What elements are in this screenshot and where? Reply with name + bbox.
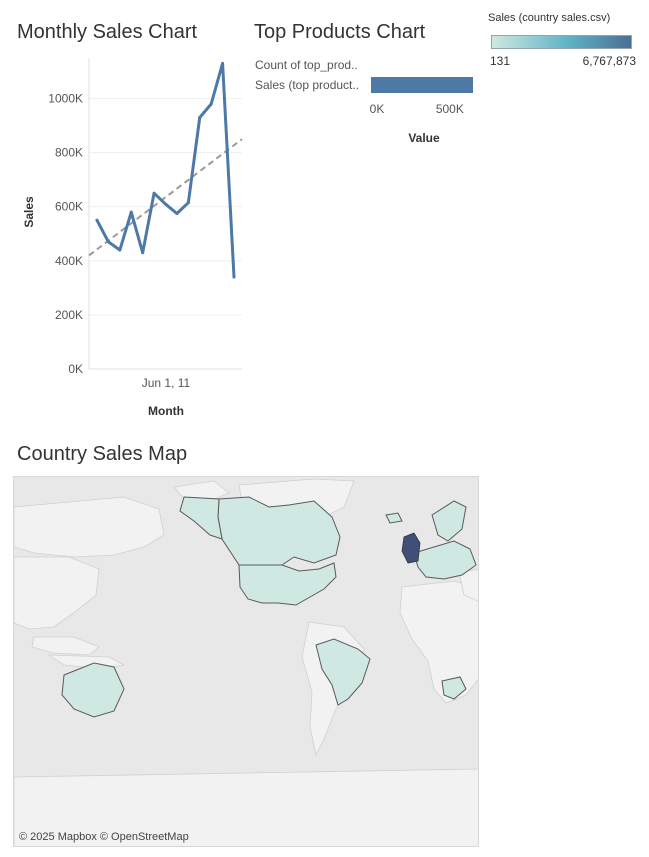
- y-tick-label: 400K: [55, 254, 83, 268]
- legend-gradient-bar: [491, 35, 632, 49]
- monthly-sales-title: Monthly Sales Chart: [17, 21, 198, 43]
- countries-with-sales[interactable]: [61, 496, 477, 718]
- sales-point[interactable]: [95, 218, 99, 222]
- sales-point[interactable]: [106, 240, 110, 244]
- y-tick-label: 600K: [55, 200, 83, 214]
- canada-shape[interactable]: [217, 496, 341, 566]
- europe-shape[interactable]: [413, 540, 477, 580]
- x-axis-label: Value: [408, 131, 440, 145]
- united-kingdom-shape[interactable]: [401, 532, 421, 564]
- sales-point[interactable]: [198, 115, 202, 119]
- y-tick-label: 1000K: [48, 92, 83, 106]
- scandinavia-shape[interactable]: [431, 500, 467, 542]
- bars[interactable]: [371, 77, 473, 93]
- sales-point[interactable]: [129, 210, 133, 214]
- legend-min-label: 131: [490, 54, 511, 68]
- australia-shape[interactable]: [61, 662, 125, 718]
- sales-point[interactable]: [186, 201, 190, 205]
- southeast-asia-islands: [31, 636, 100, 656]
- legend-max-label: 6,767,873: [582, 54, 636, 68]
- country-sales-map[interactable]: © 2025 Mapbox © OpenStreetMap: [13, 476, 479, 847]
- middle-east-region: [458, 568, 478, 602]
- trend-line[interactable]: [88, 138, 243, 257]
- y-tick-label: 800K: [55, 146, 83, 160]
- usa-shape[interactable]: [238, 562, 337, 606]
- sales-point[interactable]: [221, 61, 225, 65]
- east-asia-region: [14, 556, 100, 630]
- legend-title: Sales (country sales.csv): [488, 12, 611, 24]
- alaska-shape[interactable]: [179, 496, 223, 540]
- top-products-title: Top Products Chart: [254, 21, 426, 43]
- map-attribution: © 2025 Mapbox © OpenStreetMap: [19, 831, 189, 843]
- y-axis-ticks: 0K 200K 400K 600K 800K 1000K: [48, 92, 83, 376]
- bar-category-label: Count of top_prod..: [255, 58, 358, 72]
- sales-point[interactable]: [209, 102, 213, 106]
- brazil-shape[interactable]: [315, 638, 371, 706]
- x-axis-ticks: 0K 500K: [370, 102, 464, 116]
- gridlines: [89, 98, 242, 370]
- sales-series-line[interactable]: [95, 61, 236, 279]
- arctic-islands: [173, 480, 230, 502]
- sales-point[interactable]: [118, 248, 122, 252]
- north-asia-region: [14, 496, 165, 558]
- x-axis-label: Month: [148, 404, 184, 418]
- sales-point[interactable]: [152, 191, 156, 195]
- y-axis-label: Sales: [22, 196, 36, 228]
- color-legend[interactable]: Sales (country sales.csv) 131 6,767,873: [488, 12, 638, 72]
- bar[interactable]: [371, 77, 473, 93]
- sales-point[interactable]: [164, 202, 167, 206]
- iceland-shape[interactable]: [385, 512, 403, 524]
- antarctica-region: [14, 768, 478, 846]
- sales-point[interactable]: [175, 212, 179, 215]
- south-africa-shape[interactable]: [441, 676, 467, 700]
- sales-point[interactable]: [232, 275, 236, 279]
- x-tick-label: 500K: [436, 102, 464, 116]
- x-tick-label: 0K: [370, 102, 385, 116]
- x-tick-label: Jun 1, 11: [142, 376, 191, 390]
- top-products-chart[interactable]: Count of top_prod..Sales (top product.. …: [250, 52, 480, 152]
- map-canvas[interactable]: [14, 477, 479, 847]
- y-tick-label: 200K: [55, 308, 83, 322]
- y-tick-label: 0K: [68, 362, 83, 376]
- sales-points[interactable]: [95, 61, 236, 279]
- country-map-title: Country Sales Map: [17, 443, 188, 465]
- sales-point[interactable]: [141, 251, 145, 255]
- bar-category-labels: Count of top_prod.. Sales (top product..: [255, 58, 359, 92]
- bar-category-label: Sales (top product..: [255, 78, 359, 92]
